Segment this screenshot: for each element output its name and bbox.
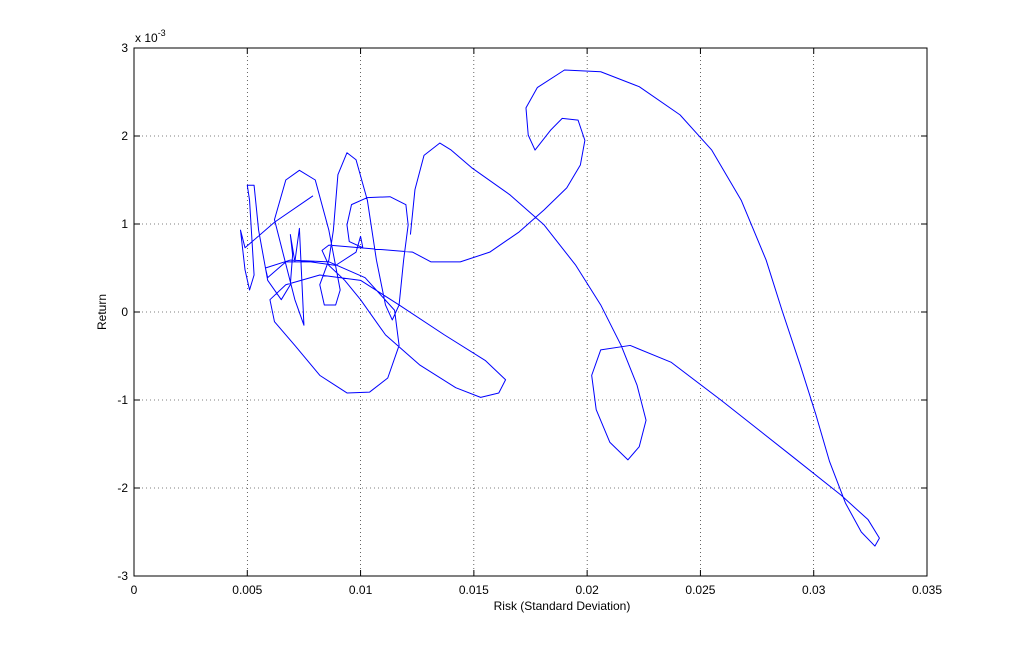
x-tick-label: 0.03 <box>802 583 826 597</box>
y-tick-label: -3 <box>117 569 128 583</box>
x-tick-label: 0.01 <box>349 583 373 597</box>
y-tick-label: 0 <box>121 305 128 319</box>
x-tick-label: 0.02 <box>575 583 599 597</box>
multiplier-exponent: -3 <box>158 28 166 38</box>
x-axis-label: Risk (Standard Deviation) <box>494 599 631 613</box>
data-line <box>239 69 880 547</box>
y-axis-label: Return <box>95 294 109 330</box>
x-tick-label: 0.015 <box>459 583 489 597</box>
y-tick-label: 3 <box>121 41 128 55</box>
multiplier-base: x 10 <box>135 31 158 45</box>
y-tick-label: -2 <box>117 481 128 495</box>
y-tick-label: 1 <box>121 217 128 231</box>
y-tick-label: 2 <box>121 129 128 143</box>
x-tick-label: 0 <box>131 583 138 597</box>
y-tick-label: -1 <box>117 393 128 407</box>
x-tick-label: 0.005 <box>232 583 262 597</box>
x-tick-label: 0.025 <box>685 583 715 597</box>
y-multiplier: x 10-3 <box>135 28 166 45</box>
x-tick-label: 0.035 <box>912 583 942 597</box>
